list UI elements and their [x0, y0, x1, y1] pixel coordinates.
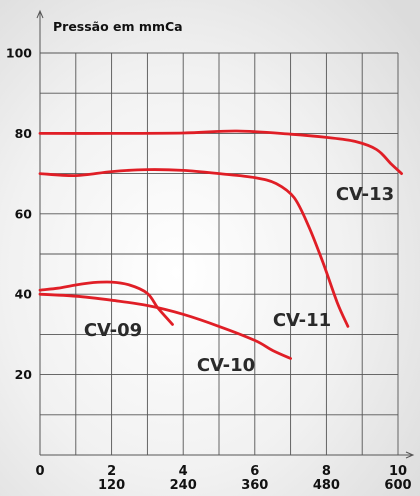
y-tick-label: 40	[15, 287, 33, 302]
y-tick-label: 60	[15, 206, 33, 221]
x-tick-label: 6	[250, 464, 259, 479]
x-tick-label: 0	[35, 464, 44, 479]
x-tick-label-secondary: 480	[313, 478, 340, 493]
x-tick-label: 4	[179, 464, 188, 479]
y-tick-label: 100	[6, 46, 32, 61]
series-label-cv-11: CV-11	[273, 310, 331, 331]
series-label-cv-10: CV-10	[197, 355, 255, 376]
y-tick-label: 20	[15, 367, 33, 382]
series-label-cv-13: CV-13	[336, 184, 394, 205]
x-tick-label: 2	[107, 464, 116, 479]
x-tick-label-secondary: 360	[241, 478, 268, 493]
chart-title: Pressão em mmCa	[53, 19, 183, 34]
series-label-cv-09: CV-09	[84, 320, 142, 341]
x-tick-label: 10	[389, 464, 407, 479]
x-tick-label-secondary: 600	[384, 478, 411, 493]
x-tick-label-secondary: 240	[170, 478, 197, 493]
x-tick-label-secondary: 120	[98, 478, 125, 493]
x-tick-label: 8	[322, 464, 331, 479]
y-tick-label: 80	[15, 126, 33, 141]
